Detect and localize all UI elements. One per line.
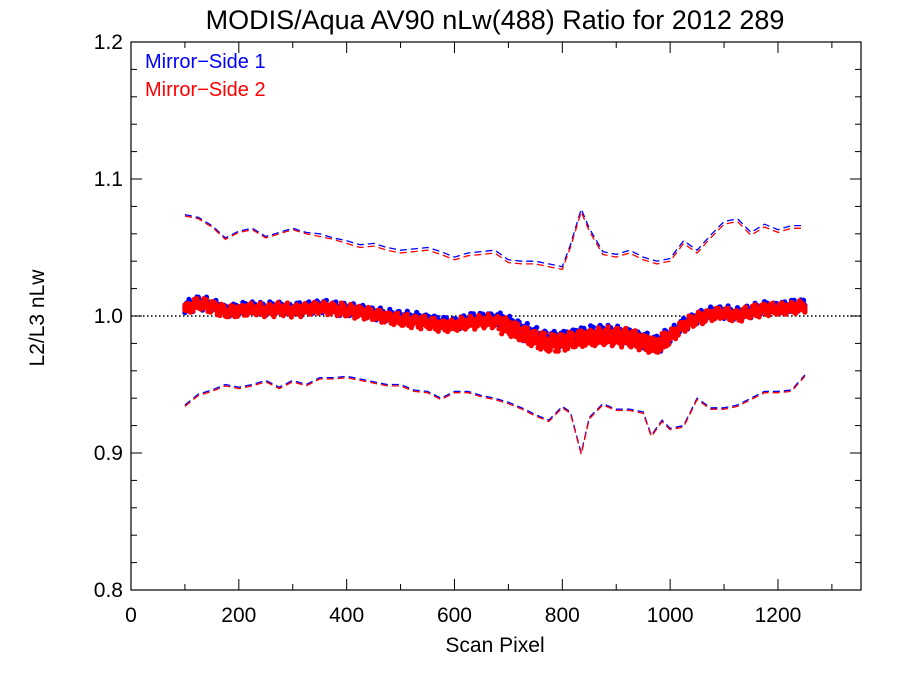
mirror-side-2-point	[203, 297, 210, 303]
x-tick-label: 800	[545, 604, 580, 627]
mirror-side-1-lower-line	[184, 374, 806, 454]
y-tick-label: 1.2	[94, 31, 123, 54]
mirror-side-2-point	[555, 348, 561, 354]
y-tick-label: 0.8	[94, 579, 123, 602]
mirror-side-2-point	[725, 305, 731, 311]
x-tick-label: 1200	[755, 604, 802, 627]
mirror-side-2-lower-line	[184, 375, 806, 455]
mirror-side-2-point	[666, 341, 672, 347]
mirror-side-2-point	[632, 328, 638, 334]
mirror-side-2-point	[341, 302, 347, 308]
y-axis-label: L2/L3 nLw	[26, 269, 49, 367]
x-tick-label: 0	[125, 604, 137, 627]
x-axis-label: Scan Pixel	[445, 634, 544, 657]
mirror-side-2-point	[542, 331, 548, 337]
mirror-side-2-point	[619, 344, 625, 350]
mirror-side-2-point	[404, 311, 410, 317]
mirror-side-2-point	[431, 315, 437, 321]
mirror-side-2-point	[615, 325, 621, 331]
mirror-side-2-point	[221, 303, 227, 309]
mirror-side-2-point	[752, 302, 758, 308]
mirror-side-2-upper-line	[184, 209, 805, 271]
mirror-side-2-point	[547, 347, 553, 353]
mirror-side-2-point	[628, 344, 634, 350]
mirror-side-2-point	[605, 324, 611, 330]
legend-entry-mirror-side-2: Mirror−Side 2	[145, 79, 266, 101]
mirror-side-1-point	[534, 324, 540, 331]
plot-area: 0 200 400 600 800 1000 1200 0.8 0.9 1.0 1.1 1.2	[94, 31, 861, 627]
chart-title: MODIS/Aqua AV90 nLw(488) Ratio for 2012 …	[206, 5, 785, 35]
mirror-side-2-point	[802, 304, 808, 310]
mirror-side-2-point	[565, 346, 571, 352]
mirror-side-2-point	[534, 330, 540, 336]
mirror-side-1-point	[507, 313, 513, 319]
y-tick-label: 1.0	[94, 305, 123, 328]
y-tick-label: 1.1	[94, 168, 123, 191]
x-tick-label: 400	[329, 604, 364, 627]
y-tick-label: 0.9	[94, 442, 123, 465]
mirror-side-2-point	[524, 325, 530, 331]
x-tick-label: 600	[437, 604, 472, 627]
mirror-side-2-point	[395, 310, 401, 316]
mirror-side-2-point	[515, 321, 521, 327]
mirror-side-2-point	[284, 300, 290, 306]
mirror-side-1-point	[497, 310, 503, 316]
mirror-side-2-point	[257, 300, 263, 306]
mirror-side-2-point	[422, 313, 428, 319]
mirror-side-1-point	[524, 320, 530, 327]
plot-frame	[130, 41, 862, 591]
x-tick-label: 200	[221, 604, 256, 627]
mirror-side-2-point	[485, 311, 491, 317]
x-tick-label: 1000	[647, 604, 694, 627]
mirror-side-1-upper-line	[184, 207, 805, 268]
legend-entry-mirror-side-1: Mirror−Side 1	[145, 51, 266, 73]
